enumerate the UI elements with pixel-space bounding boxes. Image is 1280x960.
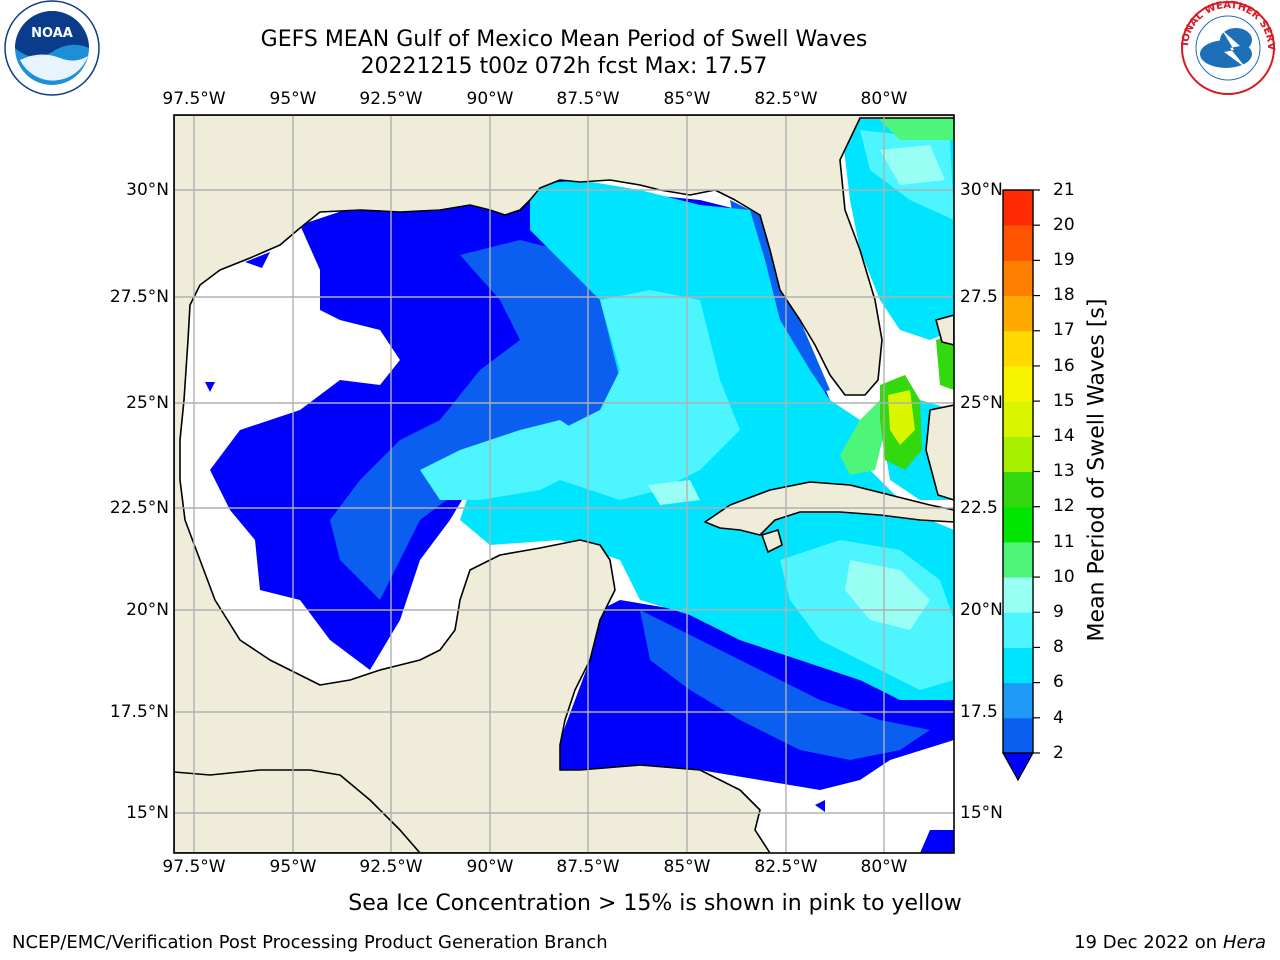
colorbar-tick-label: 12 <box>1053 496 1075 516</box>
nws-logo-text: NATIONAL WEATHER SERVICE <box>0 0 1276 51</box>
chart-title: GEFS MEAN Gulf of Mexico Mean Period of … <box>260 27 868 52</box>
colorbar-tick-label: 11 <box>1053 532 1075 552</box>
footer-date: 19 Dec 2022 on Hera <box>1074 932 1266 953</box>
lat-label-left: 17.5°N <box>109 702 169 722</box>
lon-label-top: 90°W <box>466 89 514 109</box>
lat-label-left: 25°N <box>126 393 169 413</box>
lon-label-bottom: 85°W <box>663 857 711 877</box>
colorbar-segment <box>1003 225 1033 261</box>
lon-label-top: 82.5°W <box>754 89 818 109</box>
lat-label-right: 25°N <box>960 393 1003 413</box>
colorbar-segment <box>1003 190 1033 226</box>
footer-date-text: 19 Dec 2022 on <box>1074 932 1218 953</box>
noaa-logo: NOAA <box>4 0 100 96</box>
colorbar-segment <box>1003 682 1033 719</box>
colorbar-tick-label: 9 <box>1053 602 1064 622</box>
colorbar-tick-label: 16 <box>1053 356 1075 376</box>
lat-label-right: 27.5 <box>960 287 998 307</box>
colorbar-tick-label: 10 <box>1053 567 1075 587</box>
lat-label-left: 27.5°N <box>109 287 169 307</box>
colorbar-segment <box>1003 436 1033 472</box>
colorbar-segment <box>1003 717 1033 754</box>
lon-label-top: 87.5°W <box>556 89 620 109</box>
map-area <box>174 115 954 853</box>
colorbar-tick-label: 15 <box>1053 391 1075 411</box>
colorbar-segment <box>1003 401 1033 437</box>
colorbar-tick-label: 8 <box>1053 637 1064 657</box>
lon-label-top: 97.5°W <box>162 89 226 109</box>
lon-label-bottom: 87.5°W <box>556 857 620 877</box>
chart-subtitle: 20221215 t00z 072h fcst Max: 17.57 <box>360 54 768 79</box>
sea-ice-note: Sea Ice Concentration > 15% is shown in … <box>348 891 962 916</box>
colorbar-segment <box>1003 260 1033 297</box>
colorbar-tick-label: 6 <box>1053 672 1064 692</box>
lat-label-right: 15°N <box>960 803 1003 823</box>
swell-period-field <box>174 115 954 853</box>
lat-label-right: 17.5 <box>960 702 998 722</box>
lon-label-bottom: 82.5°W <box>754 857 818 877</box>
nws-logo: NATIONAL WEATHER SERVICE <box>0 0 1276 95</box>
lon-label-bottom: 80°W <box>860 857 908 877</box>
lat-label-right: 20°N <box>960 600 1003 620</box>
colorbar-segment <box>1003 471 1033 508</box>
colorbar-tick-label: 13 <box>1053 461 1075 481</box>
lon-label-bottom: 95°W <box>269 857 317 877</box>
lon-label-bottom: 90°W <box>466 857 514 877</box>
lon-label-bottom: 97.5°W <box>162 857 226 877</box>
colorbar-segment <box>1003 295 1033 332</box>
lat-label-left: 30°N <box>126 180 169 200</box>
footer-host: Hera <box>1222 932 1266 953</box>
colorbar-segment <box>1003 506 1033 543</box>
colorbar-tick-label: 19 <box>1053 250 1075 270</box>
lat-label-right: 30°N <box>960 180 1003 200</box>
colorbar-segment <box>1003 330 1033 367</box>
lon-label-top: 80°W <box>860 89 908 109</box>
lat-label-right: 22.5 <box>960 498 998 518</box>
colorbar-title: Mean Period of Swell Waves [s] <box>1084 298 1110 642</box>
colorbar-tick-label: 21 <box>1053 180 1075 200</box>
lon-label-top: 95°W <box>269 89 317 109</box>
colorbar-tick-label: 17 <box>1053 320 1075 340</box>
graticule <box>174 115 954 853</box>
colorbar-tick-label: 4 <box>1053 708 1064 728</box>
map-frame <box>173 114 955 854</box>
colorbar-segment <box>1003 612 1033 648</box>
colorbar-segment <box>1003 541 1033 578</box>
colorbar <box>1001 189 1040 782</box>
lon-label-bottom: 92.5°W <box>359 857 423 877</box>
colorbar-under-extension <box>1001 752 1035 782</box>
lat-label-left: 15°N <box>126 803 169 823</box>
lat-label-left: 22.5°N <box>109 498 169 518</box>
lon-label-top: 85°W <box>663 89 711 109</box>
colorbar-tick-label: 2 <box>1053 743 1064 763</box>
colorbar-tick-label: 20 <box>1053 215 1075 235</box>
footer-credit: NCEP/EMC/Verification Post Processing Pr… <box>12 932 608 953</box>
colorbar-segment <box>1003 365 1033 402</box>
colorbar-tick-label: 18 <box>1053 285 1075 305</box>
lon-label-top: 92.5°W <box>359 89 423 109</box>
noaa-logo-text: NOAA <box>31 26 73 41</box>
colorbar-segment <box>1003 577 1033 613</box>
colorbar-segment <box>1003 647 1033 684</box>
colorbar-tick-label: 14 <box>1053 426 1075 446</box>
lat-label-left: 20°N <box>126 600 169 620</box>
